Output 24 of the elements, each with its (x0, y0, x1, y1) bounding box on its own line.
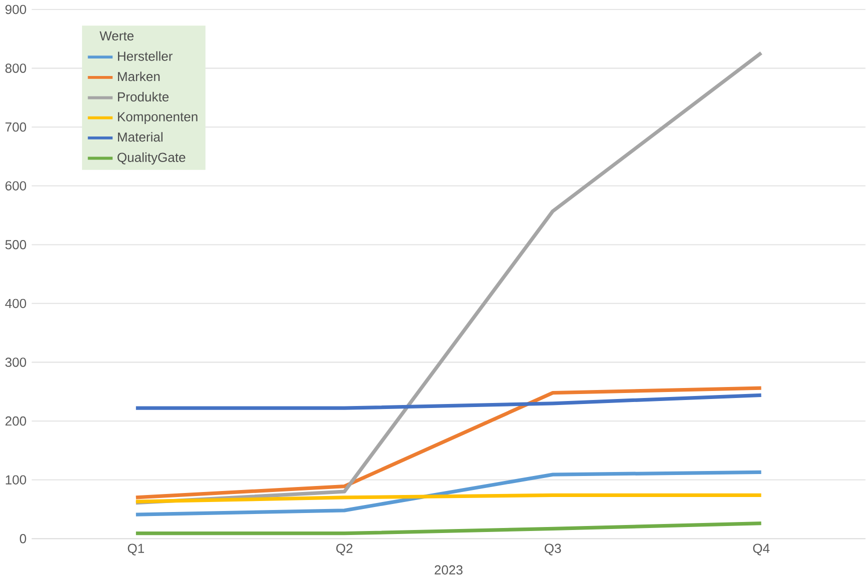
y-tick-label: 900 (5, 4, 26, 14)
y-tick-label: 700 (6, 122, 26, 132)
x-tick-label: Q4 (753, 544, 770, 556)
y-tick-label: 0 (20, 534, 26, 544)
legend-title: Werte (100, 31, 134, 40)
legend-label: Komponenten (118, 112, 198, 124)
y-tick-label: 800 (5, 63, 26, 73)
legend-label: Material (118, 132, 162, 142)
legend-label: QualityGate (118, 152, 186, 164)
x-tick-label: Q3 (544, 544, 561, 556)
x-tick-label: Q1 (128, 544, 144, 556)
y-tick-label: 200 (6, 416, 26, 426)
line-series (134, 470, 764, 516)
y-tick-label: 600 (6, 181, 26, 190)
y-tick-label: 400 (5, 298, 26, 308)
x-tick-label: Q2 (336, 544, 352, 556)
legend-label: Hersteller (118, 51, 173, 61)
line-series (134, 386, 764, 500)
y-tick-label: 500 (5, 240, 26, 250)
x-axis-title: 2023 (434, 565, 463, 574)
legend-label: Produkte (118, 92, 169, 102)
y-tick-label: 100 (6, 475, 26, 484)
legend-label: Marken (118, 71, 160, 81)
y-tick-label: 300 (5, 357, 26, 367)
